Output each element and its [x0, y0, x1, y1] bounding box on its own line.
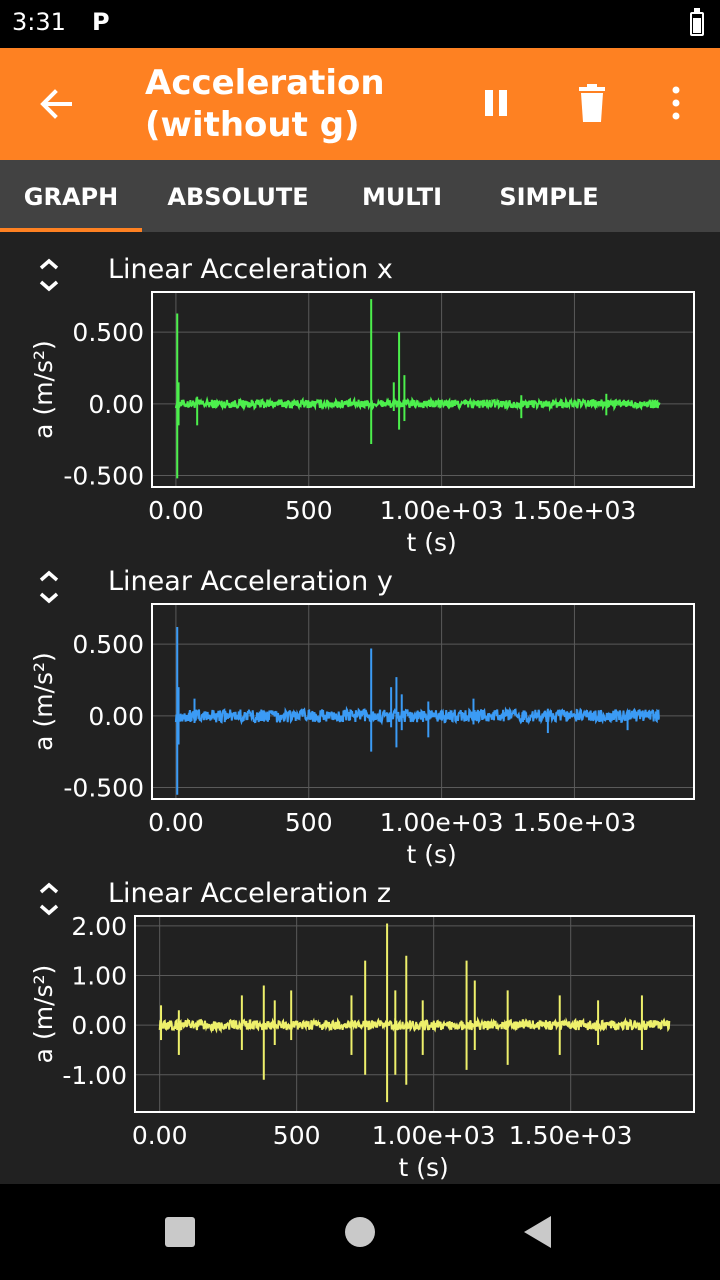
- page-title: Acceleration (without g): [145, 62, 445, 146]
- expand-collapse-icon[interactable]: [36, 256, 62, 294]
- chart-y[interactable]: 0.00 500 1.00e+03 1.50e+030.5000.00-0.500t …: [0, 560, 720, 872]
- graph-panel-x: Linear Acceleration x 0.00 500 1.00e+03 1.5…: [0, 232, 720, 560]
- y-axis-label: a (m/s²): [29, 340, 58, 439]
- chart-x[interactable]: 0.00 500 1.00e+03 1.50e+030.5000.00-0.500t …: [0, 232, 720, 560]
- app-notification-icon: P: [92, 8, 110, 36]
- y-tick-label: 0.00: [88, 390, 144, 419]
- x-tick-label: 1.50e+03: [509, 1121, 633, 1150]
- y-tick-label: -0.500: [63, 774, 144, 803]
- app-bar: Acceleration (without g): [0, 48, 720, 160]
- tab-graph[interactable]: GRAPH: [0, 160, 142, 232]
- y-axis-label: a (m/s²): [29, 652, 58, 751]
- system-nav-bar: [0, 1184, 720, 1280]
- x-tick-label: 0.00: [148, 808, 204, 837]
- x-tick-label: 1.00e+03: [372, 1121, 496, 1150]
- page-title-line2: (without g): [145, 105, 360, 145]
- x-tick-label: 1.50e+03: [513, 496, 637, 525]
- series-line: [174, 705, 660, 726]
- status-bar: 3:31 P: [0, 0, 720, 48]
- status-time: 3:31: [12, 8, 66, 36]
- y-axis-label: a (m/s²): [29, 965, 58, 1064]
- more-vertical-icon[interactable]: [654, 82, 698, 126]
- x-axis-label: t (s): [399, 1153, 449, 1182]
- expand-collapse-icon[interactable]: [36, 568, 62, 606]
- x-tick-label: 0.00: [148, 496, 204, 525]
- battery-icon: [690, 8, 704, 36]
- x-tick-label: 1.00e+03: [380, 808, 504, 837]
- expand-collapse-icon[interactable]: [36, 880, 62, 918]
- home-circle-icon[interactable]: [340, 1212, 380, 1252]
- graph-title: Linear Acceleration x: [108, 254, 393, 285]
- tab-absolute[interactable]: ABSOLUTE: [167, 183, 309, 211]
- graph-title: Linear Acceleration z: [108, 878, 392, 909]
- recents-square-icon[interactable]: [160, 1212, 200, 1252]
- y-tick-label: 0.00: [88, 702, 144, 731]
- graph-panel-z: Linear Acceleration z 0.00 500 1.00e+03 1.5…: [0, 872, 720, 1184]
- graph-title: Linear Acceleration y: [108, 566, 393, 597]
- y-tick-label: 0.500: [72, 318, 144, 347]
- series-line: [174, 396, 661, 412]
- y-tick-label: 0.00: [71, 1011, 127, 1040]
- x-axis-label: t (s): [406, 528, 456, 557]
- tab-bar: GRAPH ABSOLUTE MULTI SIMPLE: [0, 160, 720, 232]
- plot-frame: [151, 291, 695, 488]
- arrow-left-icon[interactable]: [36, 84, 76, 124]
- y-tick-label: -1.00: [62, 1061, 127, 1090]
- y-tick-label: 0.500: [72, 630, 144, 659]
- x-tick-label: 1.50e+03: [513, 808, 637, 837]
- x-tick-label: 1.00e+03: [380, 496, 504, 525]
- page-title-line1: Acceleration: [145, 63, 385, 103]
- tab-simple[interactable]: SIMPLE: [499, 183, 599, 211]
- pause-icon[interactable]: [474, 82, 518, 126]
- trash-icon[interactable]: [570, 82, 614, 126]
- plot-frame: [151, 603, 695, 800]
- chart-z[interactable]: 0.00 500 1.00e+03 1.50e+03 2.00 1.00 0.00 -1.00…: [0, 872, 720, 1184]
- x-axis-label: t (s): [406, 840, 456, 869]
- x-tick-label: 0.00: [132, 1121, 188, 1150]
- x-tick-label: 500: [273, 1121, 321, 1150]
- y-tick-label: 1.00: [71, 962, 127, 991]
- graph-panel-y: Linear Acceleration y 0.00 500 1.00e+03 1.5…: [0, 560, 720, 872]
- plot-frame: [134, 915, 695, 1113]
- series-line: [158, 1016, 671, 1034]
- x-tick-label: 500: [285, 496, 333, 525]
- tab-multi[interactable]: MULTI: [362, 183, 442, 211]
- back-triangle-icon[interactable]: [518, 1212, 558, 1252]
- y-tick-label: -0.500: [63, 462, 144, 491]
- x-tick-label: 500: [285, 808, 333, 837]
- y-tick-label: 2.00: [71, 912, 127, 941]
